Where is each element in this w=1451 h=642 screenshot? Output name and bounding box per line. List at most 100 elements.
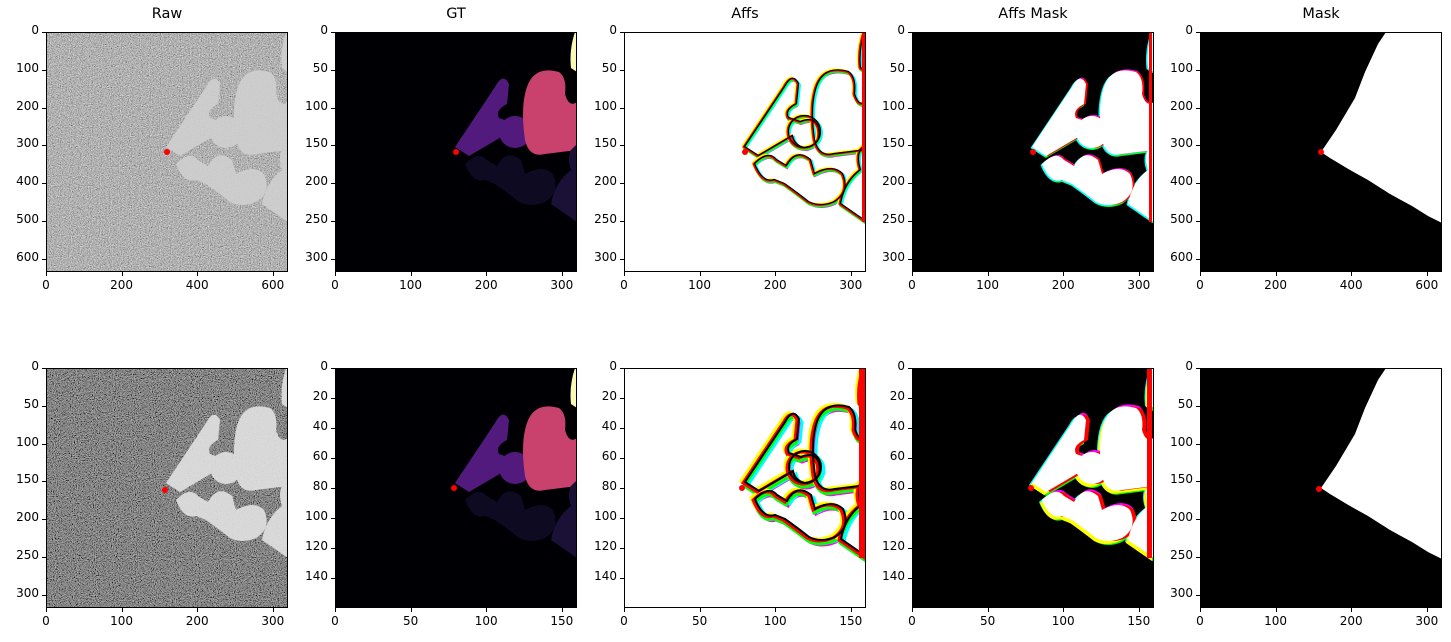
panel-gt-bottom: 0 20 40 60 80 100 120 140 0 50 100 150 [305,359,577,628]
x-tick-label: 600 [261,278,285,292]
y-tick-label: 200 [305,174,328,189]
x-tick-label: 0 [908,278,916,292]
x-tick-label: 400 [1339,278,1363,292]
y-tick-label: 100 [16,60,39,75]
x-tick-label: 50 [979,614,996,628]
y-tick-label: 40 [601,419,617,433]
y-tick-label: 50 [312,60,328,75]
x-tick-label: 0 [42,614,50,628]
x-tick-label: 100 [110,614,134,628]
panel-affs-mask-top: Affs Mask 0 50 100 150 200 250 300 0 100… [882,6,1154,292]
panel-raw-top: Raw 0 100 200 300 400 500 600 0 200 400 … [16,6,288,292]
y-tick-label: 40 [312,419,328,433]
panel-title: Raw [151,6,183,22]
panel-title: Affs Mask [998,6,1068,22]
y-tick-label: 0 [1185,23,1193,37]
y-tick-label: 150 [594,136,617,151]
x-tick-label: 300 [1127,278,1151,292]
x-tick-label: 100 [1051,614,1075,628]
x-tick-label: 200 [110,278,134,292]
y-tick-label: 60 [312,449,328,463]
y-tick-label: 200 [16,510,39,525]
marker-dot [1318,149,1324,155]
y-tick-label: 100 [1170,60,1193,75]
y-tick-label: 0 [320,23,328,37]
x-tick-label: 150 [839,614,863,628]
y-tick-label: 60 [889,449,905,463]
y-tick-label: 300 [1170,136,1193,151]
mask-image [1200,32,1442,272]
y-tick-label: 0 [31,359,39,373]
affs-image [624,368,866,608]
y-tick-label: 100 [594,509,617,523]
x-tick-label: 200 [1051,278,1075,292]
y-tick-label: 120 [594,539,617,553]
y-tick-label: 250 [16,548,39,562]
x-tick-label: 150 [550,614,574,628]
y-tick-label: 250 [594,212,617,226]
y-tick-label: 0 [609,23,617,37]
y-tick-label: 100 [16,434,39,449]
x-tick-label: 100 [688,278,712,292]
x-tick-label: 100 [1264,614,1288,628]
panel-affs-bottom: 0 20 40 60 80 100 120 140 0 50 100 150 [594,359,866,628]
y-tick-label: 250 [1170,548,1193,562]
x-tick-label: 0 [908,614,916,628]
y-tick-label: 200 [594,174,617,189]
y-tick-label: 100 [1170,434,1193,449]
x-tick-label: 0 [1196,614,1204,628]
y-tick-label: 50 [1177,396,1193,411]
y-tick-label: 80 [312,479,328,493]
y-tick-label: 0 [320,359,328,373]
panel-title: GT [446,6,466,22]
y-tick-label: 150 [1170,472,1193,487]
x-tick-label: 200 [763,278,787,292]
y-tick-label: 0 [897,23,905,37]
y-tick-label: 500 [16,212,39,226]
y-tick-label: 150 [16,472,39,487]
panel-affs-top: Affs 0 50 100 150 200 250 300 0 100 200 … [594,6,866,292]
y-tick-label: 120 [305,539,328,553]
x-tick-label: 300 [550,278,574,292]
y-tick-label: 50 [601,60,617,75]
y-tick-label: 300 [882,249,905,264]
x-tick-label: 50 [402,614,419,628]
y-tick-label: 300 [594,249,617,264]
x-tick-label: 200 [1339,614,1363,628]
panel-mask-bottom: 0 50 100 150 200 250 300 0 100 200 300 [1170,359,1442,628]
x-tick-label: 0 [620,614,628,628]
marker-dot [1028,485,1034,491]
y-tick-label: 140 [594,569,617,583]
y-tick-label: 150 [305,136,328,151]
y-tick-label: 140 [305,569,328,583]
marker-dot [739,485,745,491]
y-tick-label: 250 [882,212,905,226]
y-tick-label: 100 [882,98,905,113]
x-tick-label: 100 [763,614,787,628]
marker-dot [164,149,170,155]
panel-title: Affs [731,6,759,22]
panel-gt-top: GT 0 50 100 150 200 250 300 0 100 200 30… [305,6,577,292]
y-tick-label: 300 [1170,585,1193,600]
marker-dot [1030,149,1036,155]
panel-mask-top: Mask 0 100 200 300 400 500 600 0 200 400… [1170,6,1442,292]
y-tick-label: 0 [897,359,905,373]
y-tick-label: 300 [305,249,328,264]
panel-raw-bottom: 0 50 100 150 200 250 300 0 100 200 300 [16,359,288,628]
y-tick-label: 150 [882,136,905,151]
y-tick-label: 80 [889,479,905,493]
x-tick-label: 200 [1264,278,1288,292]
x-tick-label: 0 [331,278,339,292]
y-tick-label: 0 [31,23,39,37]
y-tick-label: 200 [16,98,39,113]
y-tick-label: 0 [609,359,617,373]
marker-dot [1316,486,1322,492]
y-tick-label: 20 [889,389,905,403]
x-tick-label: 100 [399,278,423,292]
x-tick-label: 0 [1196,278,1204,292]
x-tick-label: 0 [620,278,628,292]
y-tick-label: 300 [16,585,39,600]
y-tick-label: 300 [16,136,39,151]
y-tick-label: 400 [16,174,39,189]
x-tick-label: 100 [976,278,1000,292]
